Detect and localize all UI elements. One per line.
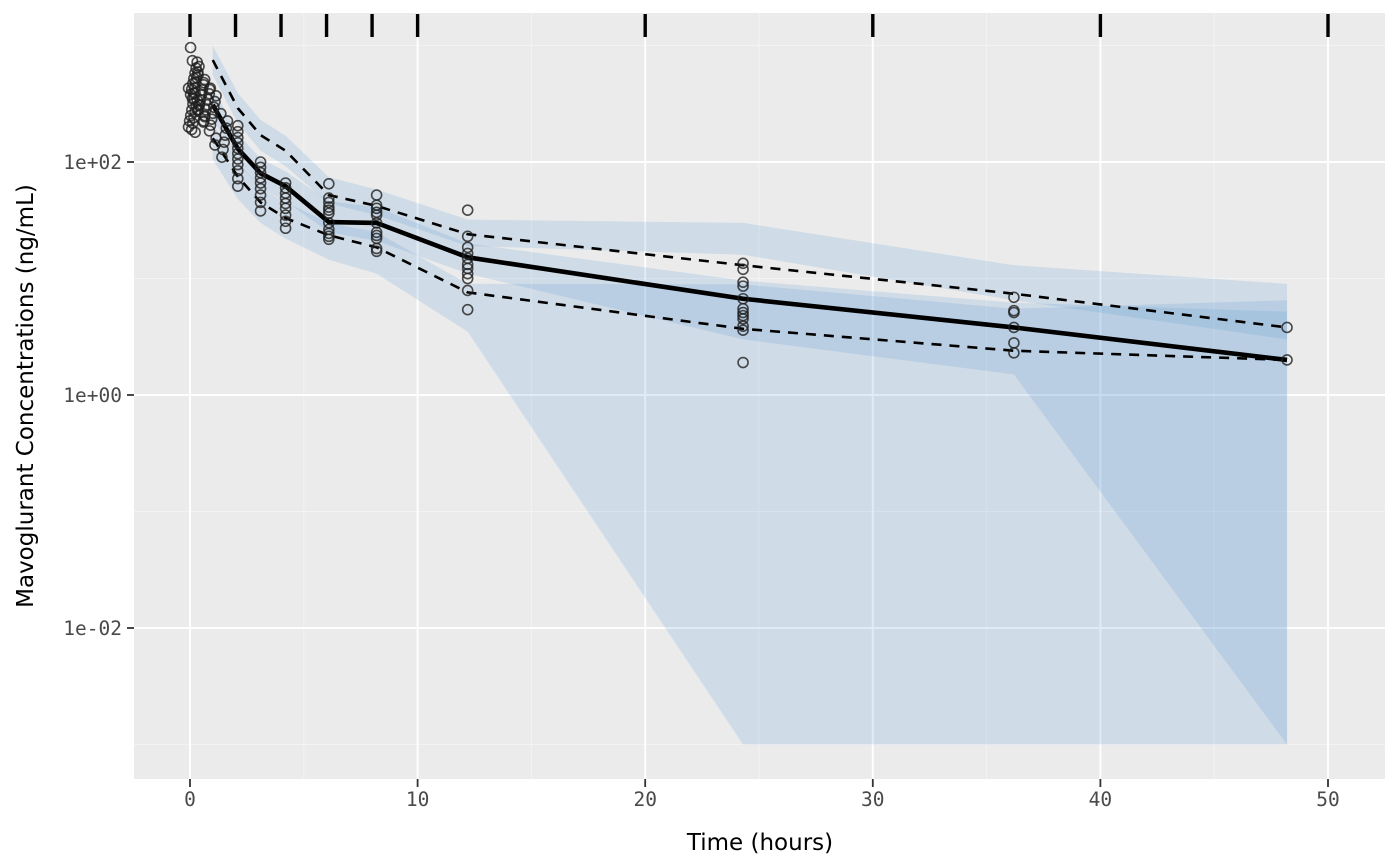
observation-point	[370, 226, 383, 239]
observation-point	[203, 83, 216, 96]
observation-point	[220, 122, 233, 135]
observation-point	[254, 196, 267, 209]
observation-point	[231, 119, 244, 132]
observation-point	[737, 313, 749, 325]
observation-point	[370, 209, 383, 221]
x-axis-title: Time (hours)	[686, 830, 834, 856]
observation-point	[219, 129, 232, 141]
observation-point	[254, 189, 267, 201]
observation-point	[231, 172, 244, 185]
observation-point	[231, 180, 244, 192]
observation-point	[185, 123, 198, 136]
observation-point	[203, 87, 216, 100]
median-line	[210, 103, 1288, 363]
observation-point	[1008, 306, 1020, 319]
observation-point	[461, 267, 474, 280]
ci-ribbon-ci-5th	[212, 123, 1288, 745]
observation-point	[193, 60, 205, 73]
observation-point	[215, 107, 227, 120]
x-tick-label: 10	[406, 788, 429, 811]
y-tick-label: 1e-02	[63, 617, 122, 640]
observation-point	[279, 202, 292, 215]
x-tick-label: 20	[633, 788, 656, 811]
observation-point	[203, 125, 216, 137]
observation-point	[323, 230, 335, 243]
observation-point	[323, 177, 335, 190]
observation-point	[254, 182, 267, 195]
observation-point	[186, 54, 199, 67]
observation-point	[221, 115, 234, 127]
observation-point	[1281, 321, 1293, 334]
observation-point	[231, 147, 244, 160]
observation-point	[186, 117, 199, 130]
observation-point	[737, 324, 749, 336]
observation-point	[323, 201, 335, 213]
observation-point	[461, 303, 474, 316]
observation-point	[209, 95, 221, 108]
observation-point	[218, 136, 230, 148]
observation-point	[254, 177, 267, 189]
observation-point	[737, 306, 749, 319]
observation-point	[216, 151, 228, 163]
observation-point	[737, 257, 749, 270]
observation-point	[737, 320, 749, 332]
observation-point	[461, 241, 474, 254]
percentile-line	[211, 137, 1288, 362]
percentile-line	[211, 59, 1288, 329]
observation-point	[323, 192, 335, 204]
observation-point	[370, 245, 383, 258]
observation-point	[279, 197, 292, 210]
observation-point	[370, 202, 383, 215]
ci-ribbon-ci-median	[212, 88, 1288, 745]
observation-point	[231, 158, 244, 171]
observation-point	[1281, 354, 1293, 366]
y-tick-label: 1e+02	[63, 151, 122, 174]
observation-point	[279, 215, 292, 228]
observation-point	[323, 233, 335, 246]
observation-point	[279, 209, 292, 221]
observation-point	[208, 101, 220, 114]
observation-point	[737, 276, 749, 288]
x-tick-label: 40	[1089, 788, 1112, 811]
observation-point	[279, 222, 292, 235]
y-axis-title: Mavoglurant Concentrations (ng/mL)	[13, 184, 39, 608]
observation-point	[217, 143, 229, 156]
observation-point	[1008, 291, 1020, 304]
observation-point	[323, 196, 335, 209]
x-tick-label: 0	[184, 788, 196, 811]
observation-point	[461, 247, 474, 260]
observation-point	[231, 125, 244, 138]
observation-point	[323, 227, 335, 240]
x-tick-label: 30	[861, 788, 884, 811]
observation-point	[231, 165, 244, 177]
observation-point	[210, 90, 222, 102]
observation-point	[231, 153, 244, 165]
observation-point	[184, 41, 197, 54]
observation-point	[205, 113, 218, 126]
observation-point	[199, 109, 211, 122]
observation-point	[204, 119, 217, 131]
observation-point	[323, 204, 335, 216]
observation-point	[206, 107, 219, 120]
y-tick-label: 1e+00	[63, 384, 122, 407]
observation-point	[254, 205, 267, 217]
observation-point	[737, 356, 749, 369]
observation-point	[461, 284, 474, 297]
observation-point	[461, 272, 474, 285]
observation-point	[461, 204, 474, 216]
ci-ribbon-ci-95th	[212, 45, 1288, 340]
observation-point	[200, 104, 212, 116]
x-tick-label: 50	[1316, 788, 1339, 811]
observation-point	[1008, 347, 1020, 359]
observation-point	[1008, 321, 1020, 334]
observation-point	[737, 280, 749, 292]
observation-point	[737, 263, 749, 276]
observation-point	[461, 230, 474, 243]
